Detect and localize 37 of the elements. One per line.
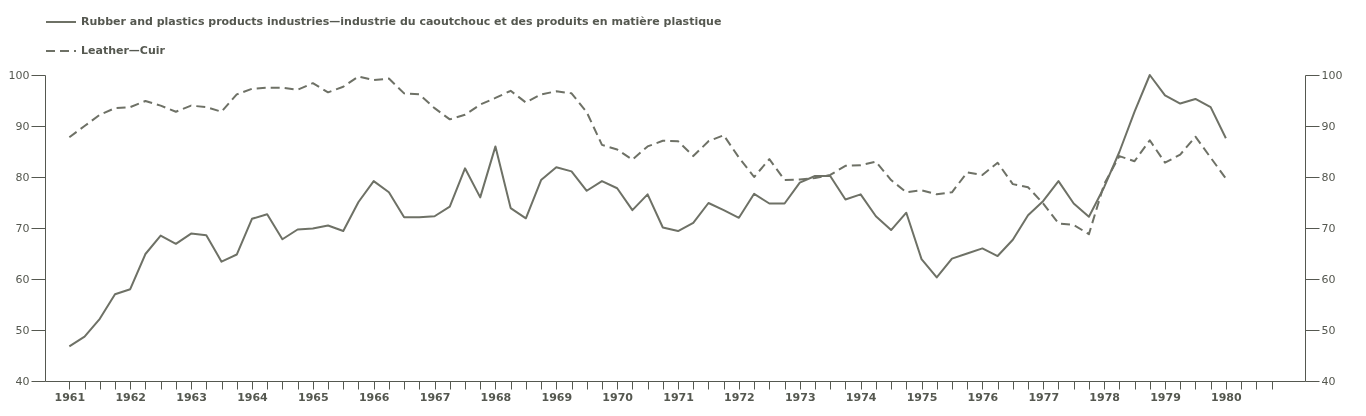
x-tick-label: 1967: [419, 390, 451, 404]
x-tick-label: 1964: [237, 390, 269, 404]
x-tick-label: 1965: [298, 390, 329, 404]
x-tick-label: 1977: [1028, 390, 1060, 404]
x-tick-label: 1971: [663, 390, 694, 404]
x-tick-label: 1979: [1150, 390, 1181, 404]
y2-tick-label: 70: [1321, 221, 1336, 235]
x-tick-label: 1968: [480, 390, 512, 404]
x-tick-label: 1963: [176, 390, 207, 404]
y2-tick-label: 80: [1321, 170, 1336, 184]
y-tick-label: 60: [15, 272, 30, 286]
line-series: [68, 74, 1227, 348]
y2-tick-label: 60: [1321, 272, 1336, 286]
x-tick-label: 1972: [724, 390, 755, 404]
x-tick-label: 1966: [358, 390, 390, 404]
y2-tick-label: 100: [1321, 68, 1343, 82]
y2-tick-label: 90: [1321, 119, 1336, 133]
y-tick-label: 50: [15, 323, 30, 337]
x-tick-label: 1980: [1211, 390, 1243, 404]
y2-tick-label: 50: [1321, 323, 1336, 337]
x-tick-label: 1974: [845, 390, 877, 404]
x-tick-label: 1961: [54, 390, 86, 404]
x-tick-label: 1976: [967, 390, 999, 404]
x-tick-label: 1962: [115, 390, 147, 404]
x-tick-label: 1973: [784, 390, 816, 404]
x-tick-label: 1969: [541, 390, 573, 404]
y-tick-label: 40: [15, 374, 30, 388]
y2-tick-label: 40: [1321, 374, 1336, 388]
y-tick-label: 90: [15, 119, 30, 133]
legend-label: Rubber and plastics products industries—industrie du caoutchouc et des produits en matière plastique: [81, 15, 722, 28]
legend-label: Leather—Cuir: [81, 44, 166, 57]
y-tick-label: 70: [15, 221, 30, 235]
x-tick-label: 1975: [906, 390, 938, 404]
x-tick-label: 1970: [602, 390, 634, 404]
x-tick-label: 1978: [1089, 390, 1120, 404]
y-tick-label: 80: [15, 170, 30, 184]
y-tick-label: 100: [8, 68, 30, 82]
